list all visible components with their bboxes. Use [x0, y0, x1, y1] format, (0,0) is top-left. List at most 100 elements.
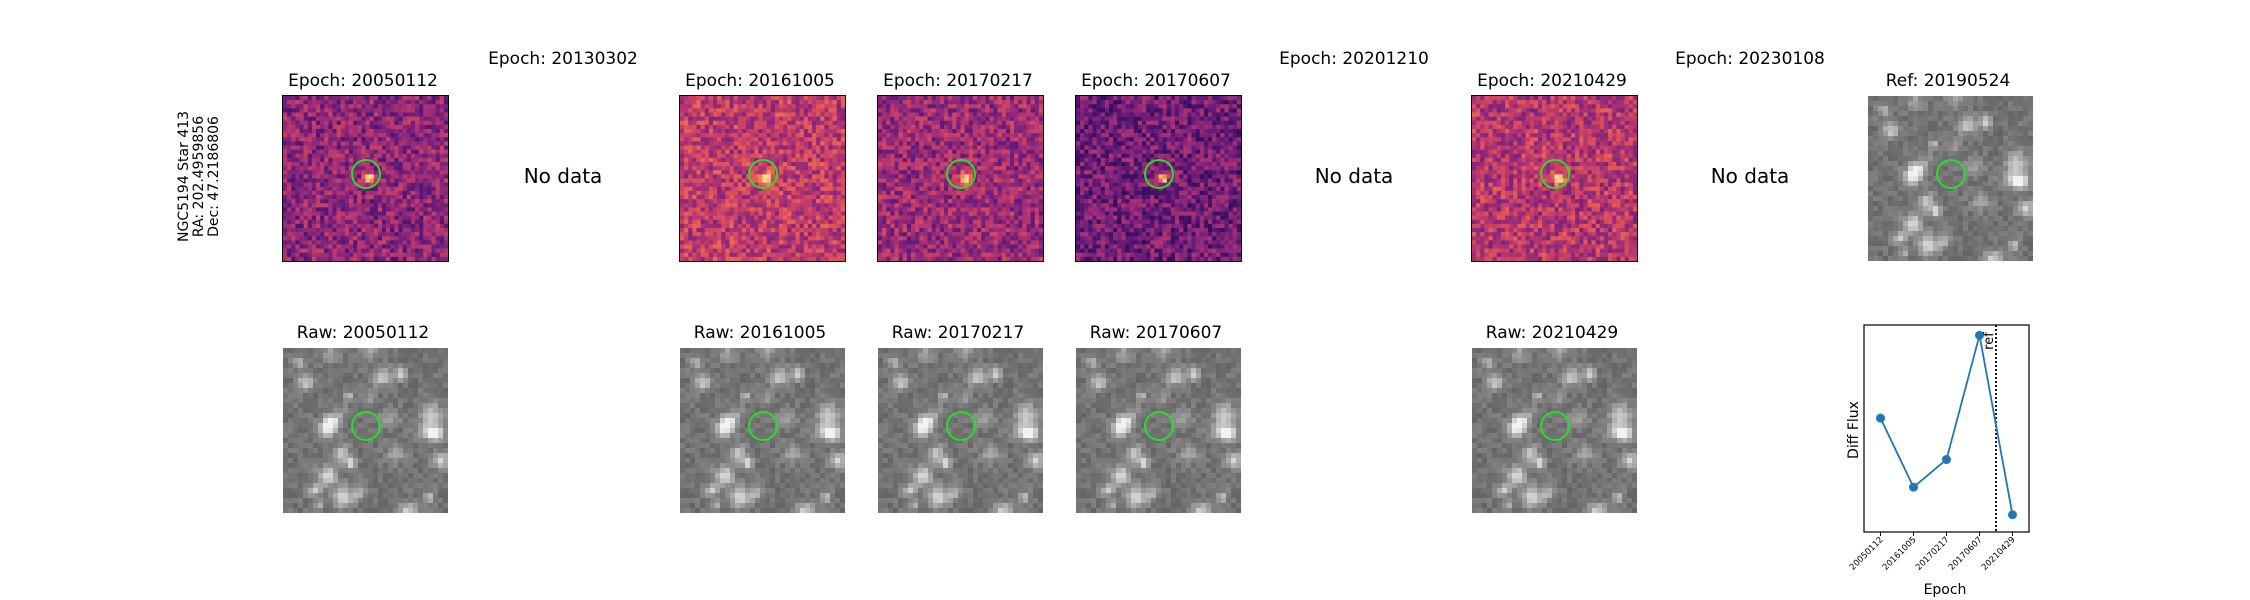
diff-pixel — [824, 248, 829, 254]
diff-pixel — [737, 211, 743, 216]
diff-pixel — [303, 211, 309, 216]
diff-pixel — [812, 211, 817, 216]
diff-pixel — [390, 166, 395, 171]
diff-pixel — [741, 124, 747, 130]
diff-pixel — [783, 240, 788, 245]
diff-pixel — [754, 133, 759, 138]
diff-pixel — [746, 256, 751, 261]
diff-pixel — [324, 108, 329, 113]
raw-pixel — [368, 368, 374, 374]
diff-pixel — [357, 223, 362, 229]
diff-pixel — [365, 120, 370, 126]
diff-pixel — [287, 203, 292, 208]
diff-pixel — [746, 124, 751, 130]
diff-pixel — [836, 199, 842, 204]
raw-pixel — [313, 373, 319, 379]
diff-pixel — [783, 133, 788, 138]
raw-pixel — [323, 408, 329, 414]
diff-pixel — [741, 108, 747, 113]
diff-pixel — [439, 252, 445, 258]
raw-pixel — [413, 498, 419, 504]
diff-pixel — [741, 162, 747, 167]
diff-pixel — [725, 170, 730, 175]
diff-pixel — [324, 178, 329, 183]
raw-pixel — [710, 433, 716, 439]
diff-pixel — [816, 190, 821, 196]
diff-pixel — [746, 203, 751, 208]
raw-pixel — [438, 458, 444, 464]
diff-pixel — [419, 166, 424, 171]
raw-pixel — [328, 428, 334, 434]
diff-pixel — [708, 133, 714, 138]
raw-pixel — [433, 373, 439, 379]
diff-pixel — [340, 104, 346, 109]
diff-pixel — [746, 129, 751, 134]
diff-pixel — [779, 153, 784, 159]
raw-pixel — [815, 428, 821, 434]
diff-pixel — [353, 207, 358, 212]
diff-pixel — [439, 248, 445, 254]
diff-pixel — [439, 124, 445, 130]
diff-pixel — [386, 116, 391, 122]
raw-pixel — [770, 383, 776, 389]
raw-pixel — [740, 413, 746, 419]
raw-pixel — [840, 378, 845, 384]
raw-pixel — [795, 398, 801, 404]
diff-pixel — [816, 215, 821, 221]
diff-pixel — [394, 203, 399, 208]
diff-pixel — [316, 182, 321, 188]
raw-pixel — [770, 358, 776, 364]
diff-pixel — [406, 174, 412, 179]
raw-pixel — [333, 498, 339, 504]
diff-pixel — [390, 236, 395, 241]
raw-pixel — [443, 393, 448, 399]
raw-pixel — [438, 443, 444, 449]
raw-pixel — [303, 408, 309, 414]
raw-pixel — [358, 443, 364, 449]
diff-pixel — [316, 108, 321, 113]
diff-pixel — [291, 112, 296, 117]
diff-pixel — [295, 178, 300, 183]
diff-pixel — [820, 96, 825, 101]
diff-pixel — [377, 162, 383, 167]
raw-pixel — [765, 448, 771, 454]
diff-pixel — [311, 195, 317, 200]
raw-pixel — [308, 463, 314, 469]
diff-pixel — [427, 211, 432, 216]
diff-pixel — [750, 157, 755, 163]
raw-pixel — [318, 473, 324, 479]
raw-pixel — [785, 353, 791, 359]
raw-pixel — [810, 408, 816, 414]
raw-pixel — [735, 443, 741, 449]
diff-pixel — [419, 207, 424, 212]
raw-pixel — [343, 473, 349, 479]
diff-pixel — [435, 137, 441, 142]
diff-pixel — [783, 178, 788, 183]
diff-pixel — [419, 215, 424, 221]
raw-pixel — [328, 498, 334, 504]
diff-pixel — [795, 170, 800, 175]
raw-pixel — [403, 493, 409, 499]
raw-pixel — [393, 378, 399, 384]
diff-pixel — [836, 108, 842, 113]
diff-pixel — [680, 124, 685, 130]
diff-pixel — [419, 223, 424, 229]
raw-pixel — [423, 463, 429, 469]
diff-pixel — [779, 236, 784, 241]
diff-pixel — [435, 219, 441, 225]
diff-pixel — [336, 256, 342, 261]
diff-pixel — [431, 108, 436, 113]
diff-pixel — [415, 145, 420, 150]
diff-pixel — [316, 124, 321, 130]
raw-pixel — [423, 393, 429, 399]
raw-pixel — [313, 353, 319, 359]
diff-pixel — [283, 174, 288, 179]
raw-pixel — [830, 438, 836, 444]
raw-pixel — [800, 433, 806, 439]
raw-pixel — [715, 428, 721, 434]
diff-pixel — [688, 236, 693, 241]
raw-pixel — [735, 418, 741, 424]
raw-pixel — [820, 368, 826, 374]
raw-pixel — [715, 413, 721, 419]
diff-pixel — [758, 96, 763, 101]
